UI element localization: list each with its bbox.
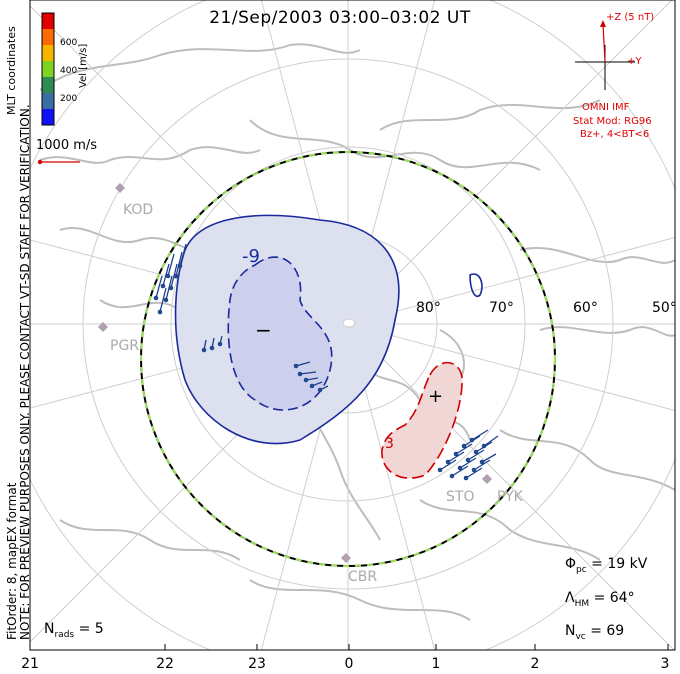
plot-frame: [29, 0, 676, 651]
colorbar-segment: [42, 13, 54, 30]
mlt-tick-2: 2: [530, 656, 540, 672]
velocity-ref-label: 1000 m/s: [36, 138, 98, 153]
colorbar-segment: [42, 45, 54, 62]
hm-latitude: ΛHM = 64°: [565, 590, 635, 609]
lat-label-50: 50°: [652, 300, 677, 316]
negative-cell-label: −: [255, 318, 272, 342]
mlt-ticks: [29, 644, 669, 650]
imf-y-label: +Y: [627, 56, 642, 67]
station-sto: STO: [446, 489, 475, 505]
lat-label-60: 60°: [573, 300, 598, 316]
station-pyk: PYK: [497, 489, 523, 505]
velocity-ref-arrow: [37, 159, 80, 165]
cross-polar-potential: Φpc = 19 kV: [565, 556, 648, 575]
mlt-tick-21: 21: [21, 656, 39, 672]
imf-z-label: +Z (5 nT): [606, 12, 655, 23]
station-pgr: PGR: [110, 338, 140, 354]
stat-model: Stat Mod: RG96: [573, 116, 652, 127]
imf-dial: [575, 20, 635, 90]
mlt-tick-23: 23: [248, 656, 266, 672]
mlt-tick-3: 3: [660, 656, 670, 672]
color-bar: [41, 12, 55, 126]
colorbar-tick-400: 400: [60, 66, 78, 76]
fit-order-note: FitOrder: 8, mapEX format: [5, 482, 19, 640]
colorbar-segment: [42, 93, 54, 110]
lat-label-80: 80°: [416, 300, 441, 316]
mlt-tick-1: 1: [431, 656, 441, 672]
positive-cell: [381, 361, 463, 479]
colorbar-tick-200: 200: [60, 94, 78, 104]
lat-label-70: 70°: [489, 300, 514, 316]
colorbar-title: Vel [m/s]: [78, 43, 89, 88]
colorbar-segment: [42, 77, 54, 94]
vector-count: Nvc = 69: [565, 623, 625, 642]
station-cbr: CBR: [348, 569, 378, 585]
coords-note: MLT coordinates: [5, 26, 18, 115]
colorbar-tick-600: 600: [60, 38, 78, 48]
negative-contour-value: -9: [242, 246, 260, 267]
colorbar-border: [41, 12, 55, 126]
positive-cell-label: +: [428, 386, 444, 407]
small-contour: [469, 273, 483, 297]
preview-note: NOTE: FOR PREVIEW PURPOSES ONLY. PLEASE …: [18, 104, 32, 640]
positive-contour-value: 3: [385, 436, 394, 452]
imf-source: OMNI IMF: [582, 102, 630, 113]
colorbar-segment: [42, 109, 54, 126]
imf-condition: Bz+, 4<BT<6: [580, 129, 650, 140]
negative-cell-inner: [227, 256, 333, 411]
velocity-vectors: [153, 243, 499, 481]
pole-marker: [342, 318, 356, 328]
hm-boundary-dash: [140, 151, 556, 567]
coastlines: [39, 43, 675, 621]
mlt-tick-0: 0: [344, 656, 354, 672]
colorbar-segment: [42, 61, 54, 78]
radar-count: Nrads = 5: [44, 621, 104, 640]
mlt-tick-22: 22: [156, 656, 174, 672]
station-kod: KOD: [123, 202, 154, 218]
map-title: 21/Sep/2003 03:00–03:02 UT: [209, 8, 471, 28]
colorbar-segment: [42, 29, 54, 46]
station-markers: [98, 183, 492, 563]
